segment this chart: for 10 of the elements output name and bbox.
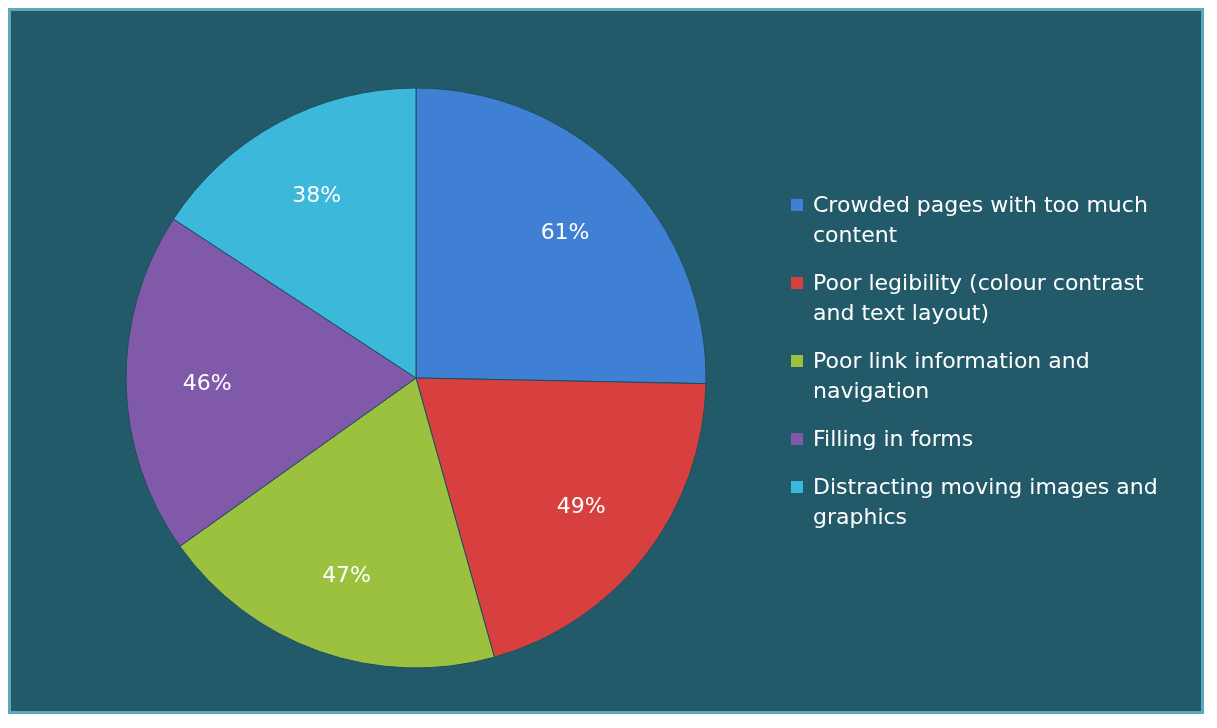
legend-label: Distracting moving images and graphics xyxy=(813,473,1159,531)
legend-label: Poor legibility (colour contrast and text layout) xyxy=(813,269,1145,327)
legend-label: Crowded pages with too much content xyxy=(813,191,1149,249)
legend-label: Poor link information and navigation xyxy=(813,347,1091,405)
legend-label: Filling in forms xyxy=(813,425,974,453)
data-label: 49% xyxy=(556,493,606,519)
data-label: 38% xyxy=(292,181,342,207)
data-label: 46% xyxy=(182,369,232,395)
data-label: 47% xyxy=(322,562,372,588)
data-label: 61% xyxy=(540,219,590,245)
